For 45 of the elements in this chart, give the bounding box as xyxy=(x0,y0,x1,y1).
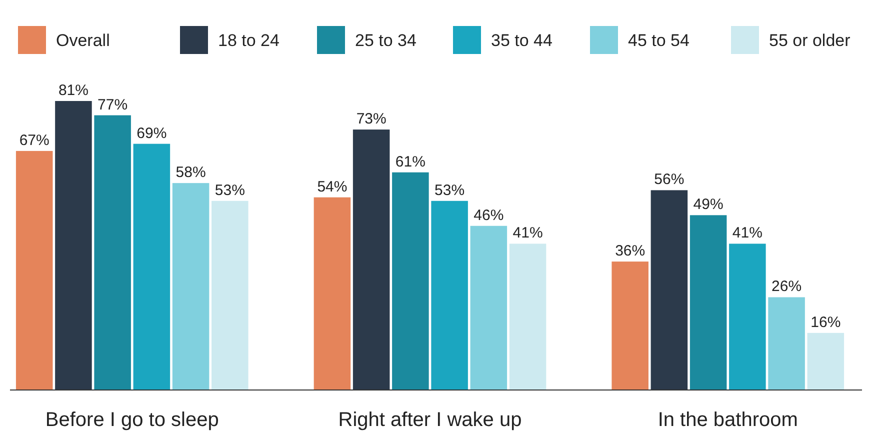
legend-label: 18 to 24 xyxy=(218,31,280,50)
data-label: 36% xyxy=(615,242,646,260)
data-label: 54% xyxy=(317,178,348,196)
data-label: 56% xyxy=(654,171,684,188)
data-label: 53% xyxy=(434,182,465,199)
x-tick-label: In the bathroom xyxy=(658,409,798,431)
bar xyxy=(690,215,727,390)
data-label: 77% xyxy=(98,96,128,114)
bar xyxy=(55,101,92,390)
bar xyxy=(650,190,688,390)
bar xyxy=(431,200,468,390)
data-label: 53% xyxy=(214,182,245,199)
bar xyxy=(172,183,210,390)
data-label: 69% xyxy=(136,124,167,142)
bar xyxy=(133,144,170,390)
bar xyxy=(509,244,546,390)
legend-label: 55 or older xyxy=(769,31,851,50)
bar xyxy=(470,226,508,390)
data-label: 58% xyxy=(176,164,206,182)
bar xyxy=(94,115,131,390)
bar xyxy=(16,150,53,390)
legend-label: 35 to 44 xyxy=(491,31,552,50)
data-label: 46% xyxy=(474,206,504,224)
bar xyxy=(392,172,429,390)
bar xyxy=(612,262,648,390)
legend-label: 25 to 34 xyxy=(355,31,416,50)
data-label: 49% xyxy=(693,196,724,214)
legend-label: 45 to 54 xyxy=(628,31,690,50)
data-label: 41% xyxy=(732,224,762,242)
data-label: 16% xyxy=(810,314,841,331)
bar xyxy=(212,200,248,390)
bar xyxy=(314,197,351,390)
data-label: 41% xyxy=(512,224,543,242)
x-tick-label: Right after I wake up xyxy=(338,409,522,431)
bar xyxy=(768,297,805,390)
data-label: 26% xyxy=(772,278,802,296)
data-label: 73% xyxy=(356,110,386,128)
bar xyxy=(807,332,844,390)
data-label: 67% xyxy=(19,132,50,149)
data-label: 61% xyxy=(395,153,426,170)
legend-label: Overall xyxy=(56,31,110,50)
bar xyxy=(729,244,766,390)
x-tick-label: Before I go to sleep xyxy=(45,409,219,431)
bar xyxy=(352,130,390,390)
data-label: 81% xyxy=(58,82,88,99)
